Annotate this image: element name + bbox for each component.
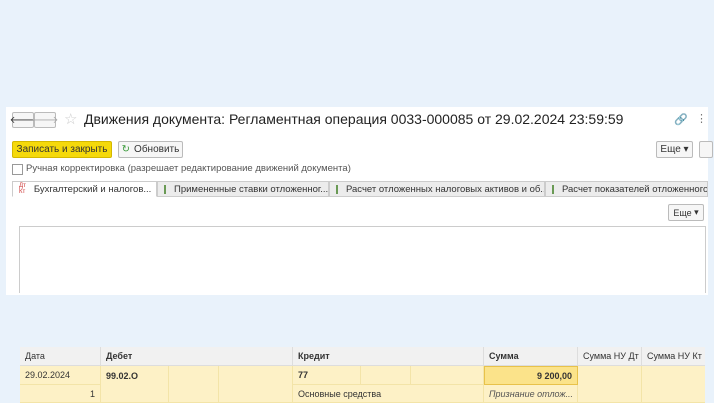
page-title: Движения документа: Регламентная операци… [84,111,624,127]
cell-credit[interactable]: 77 [293,366,361,385]
tab-applied-rates[interactable]: Примененные ставки отложенног... [157,181,329,197]
refresh-label: Обновить [134,144,180,155]
favorite-star-icon[interactable]: ☆ [64,111,78,128]
dt-kt-icon: Дт Кт [19,183,26,195]
table-icon [164,184,166,194]
back-button[interactable]: 🡐 [10,112,36,128]
document-window: 🡐 🡒 ☆ Движения документа: Регламентная о… [6,107,713,403]
tab-label: Расчет отложенных налоговых активов и об… [346,183,545,195]
cell-credit-sub2[interactable] [411,366,484,385]
more-label: Еще [660,144,681,155]
tab-label: Бухгалтерский и налогов... [33,183,152,195]
tab-accounting[interactable]: Дт Кт Бухгалтерский и налогов... [12,181,157,197]
cell-content[interactable]: Признание отлож... [484,385,578,403]
column-header-sum-nu-dt[interactable]: Сумма НУ Дт [578,347,642,366]
cell-sum-nu-kt[interactable] [642,366,705,403]
tab-deferred-indicators[interactable]: Расчет показателей отложенного... [545,181,708,197]
cell-credit-sub1[interactable] [361,366,411,385]
tab-deferred-tax-assets[interactable]: Расчет отложенных налоговых активов и об… [329,181,545,197]
cell-sum-nu-dt[interactable] [578,366,642,403]
cell-sum[interactable]: 9 200,00 [484,366,578,385]
cell-number[interactable]: 1 [20,385,101,403]
table-icon [552,184,554,194]
manual-correction-checkbox[interactable] [12,164,23,175]
save-close-button[interactable]: Записать и закрыть [12,141,112,158]
more-label: Еще [673,207,692,218]
link-icon[interactable]: 🔗 [674,114,688,126]
column-header-debit[interactable]: Дебет [101,347,293,366]
help-button[interactable] [699,141,713,158]
cell-debit[interactable]: 99.02.О [101,366,169,403]
refresh-button[interactable]: ↻ Обновить [118,141,183,158]
manual-correction-label: Ручная корректировка (разрешает редактир… [26,163,351,174]
column-header-sum-nu-kt[interactable]: Сумма НУ Кт [642,347,705,366]
cell-credit-subconto[interactable]: Основные средства [293,385,484,403]
column-header-credit[interactable]: Кредит [293,347,484,366]
cell-date[interactable]: 29.02.2024 [20,366,101,385]
tab-label: Расчет показателей отложенного... [562,183,708,195]
column-header-date[interactable]: Дата [20,347,101,366]
movements-table: Дата Дебет Кредит Сумма Сумма НУ Дт Сумм… [19,226,706,403]
more-menu-icon[interactable]: ⋮ [696,113,707,125]
table-more-button[interactable]: Еще ▾ [668,204,704,221]
cell-debit-sub2[interactable] [219,366,293,403]
tab-label: Примененные ставки отложенног... [174,183,329,195]
more-button[interactable]: Еще ▾ [656,141,693,158]
column-header-sum[interactable]: Сумма [484,347,578,366]
refresh-icon: ↻ [121,144,131,155]
cell-debit-sub1[interactable] [169,366,219,403]
forward-button[interactable]: 🡒 [32,112,58,128]
table-icon [336,184,338,194]
